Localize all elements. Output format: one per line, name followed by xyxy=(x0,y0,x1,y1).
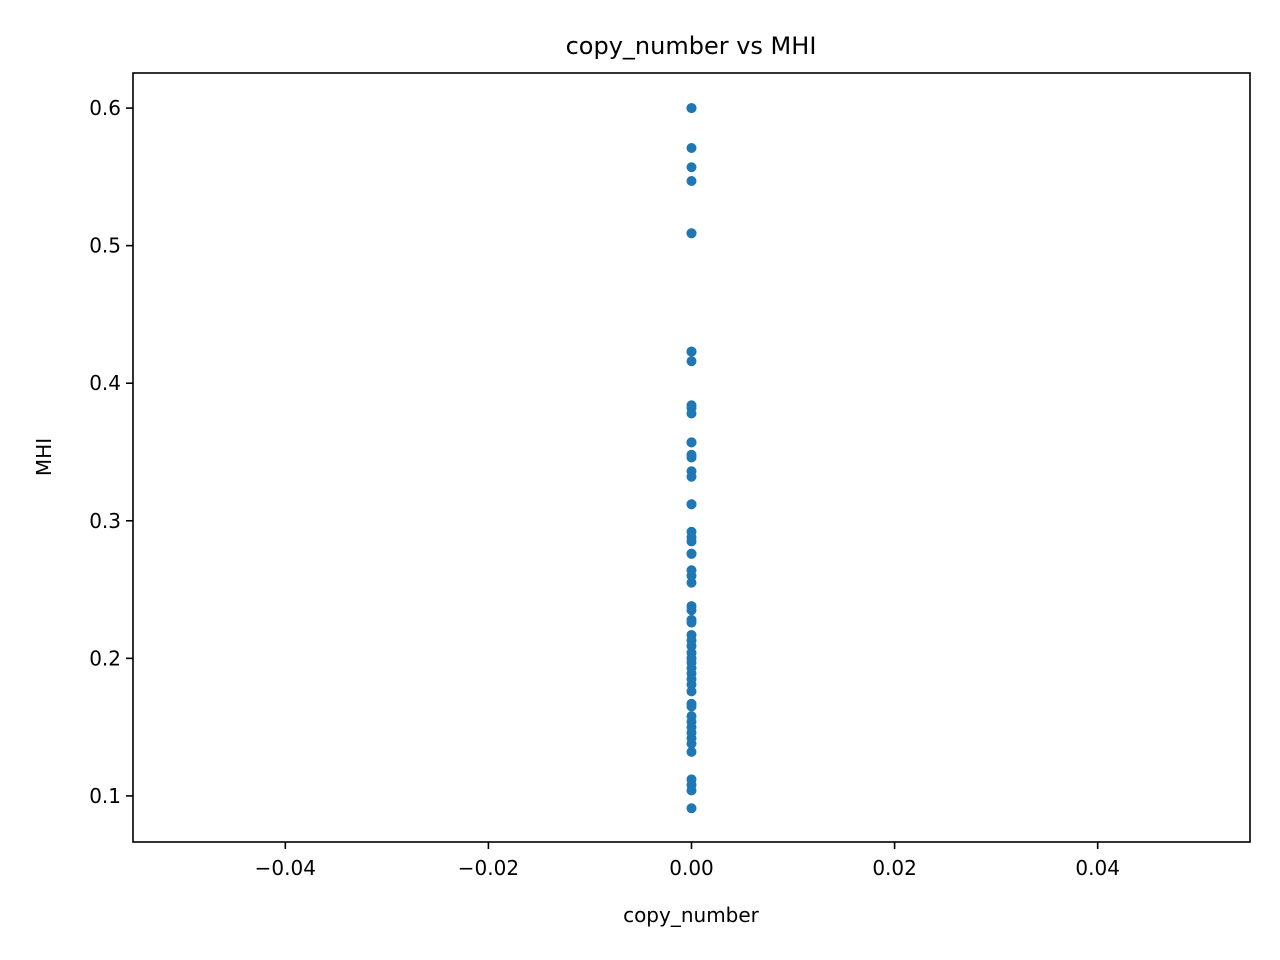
y-tick-label: 0.4 xyxy=(89,371,121,395)
x-tick-label: 0.00 xyxy=(669,856,714,880)
data-point xyxy=(686,499,697,510)
x-tick-label: −0.02 xyxy=(458,856,519,880)
data-point xyxy=(686,746,697,757)
y-axis-label: MHI xyxy=(32,438,56,476)
data-point xyxy=(686,617,697,628)
data-point xyxy=(686,471,697,482)
x-axis-ticks: −0.04 −0.02 0.00 0.02 0.04 xyxy=(255,842,1120,880)
data-point xyxy=(686,175,697,186)
data-point xyxy=(686,356,697,367)
data-point xyxy=(686,738,697,749)
y-tick-label: 0.2 xyxy=(89,646,121,670)
y-axis-ticks: 0.1 0.2 0.3 0.4 0.5 0.6 xyxy=(89,96,133,808)
data-point xyxy=(686,536,697,547)
data-point xyxy=(686,785,697,796)
data-point xyxy=(686,408,697,419)
data-point xyxy=(686,605,697,616)
chart-title: copy_number vs MHI xyxy=(566,32,817,60)
data-point xyxy=(686,437,697,448)
x-tick-label: 0.02 xyxy=(872,856,917,880)
y-tick-label: 0.5 xyxy=(89,234,121,258)
data-point xyxy=(686,701,697,712)
y-tick-label: 0.6 xyxy=(89,96,121,120)
data-point xyxy=(686,548,697,559)
data-point xyxy=(686,686,697,697)
data-point xyxy=(686,570,697,581)
data-point xyxy=(686,577,697,588)
y-tick-label: 0.3 xyxy=(89,509,121,533)
data-point xyxy=(686,452,697,463)
data-point xyxy=(686,803,697,814)
data-point xyxy=(686,346,697,357)
data-point xyxy=(686,162,697,173)
data-point xyxy=(686,103,697,114)
data-point xyxy=(686,142,697,153)
data-point xyxy=(686,228,697,239)
x-tick-label: −0.04 xyxy=(255,856,316,880)
data-points xyxy=(686,103,697,814)
x-tick-label: 0.04 xyxy=(1075,856,1120,880)
data-point xyxy=(686,640,697,651)
data-point xyxy=(686,679,697,690)
x-axis-label: copy_number xyxy=(623,903,760,927)
y-tick-label: 0.1 xyxy=(89,784,121,808)
